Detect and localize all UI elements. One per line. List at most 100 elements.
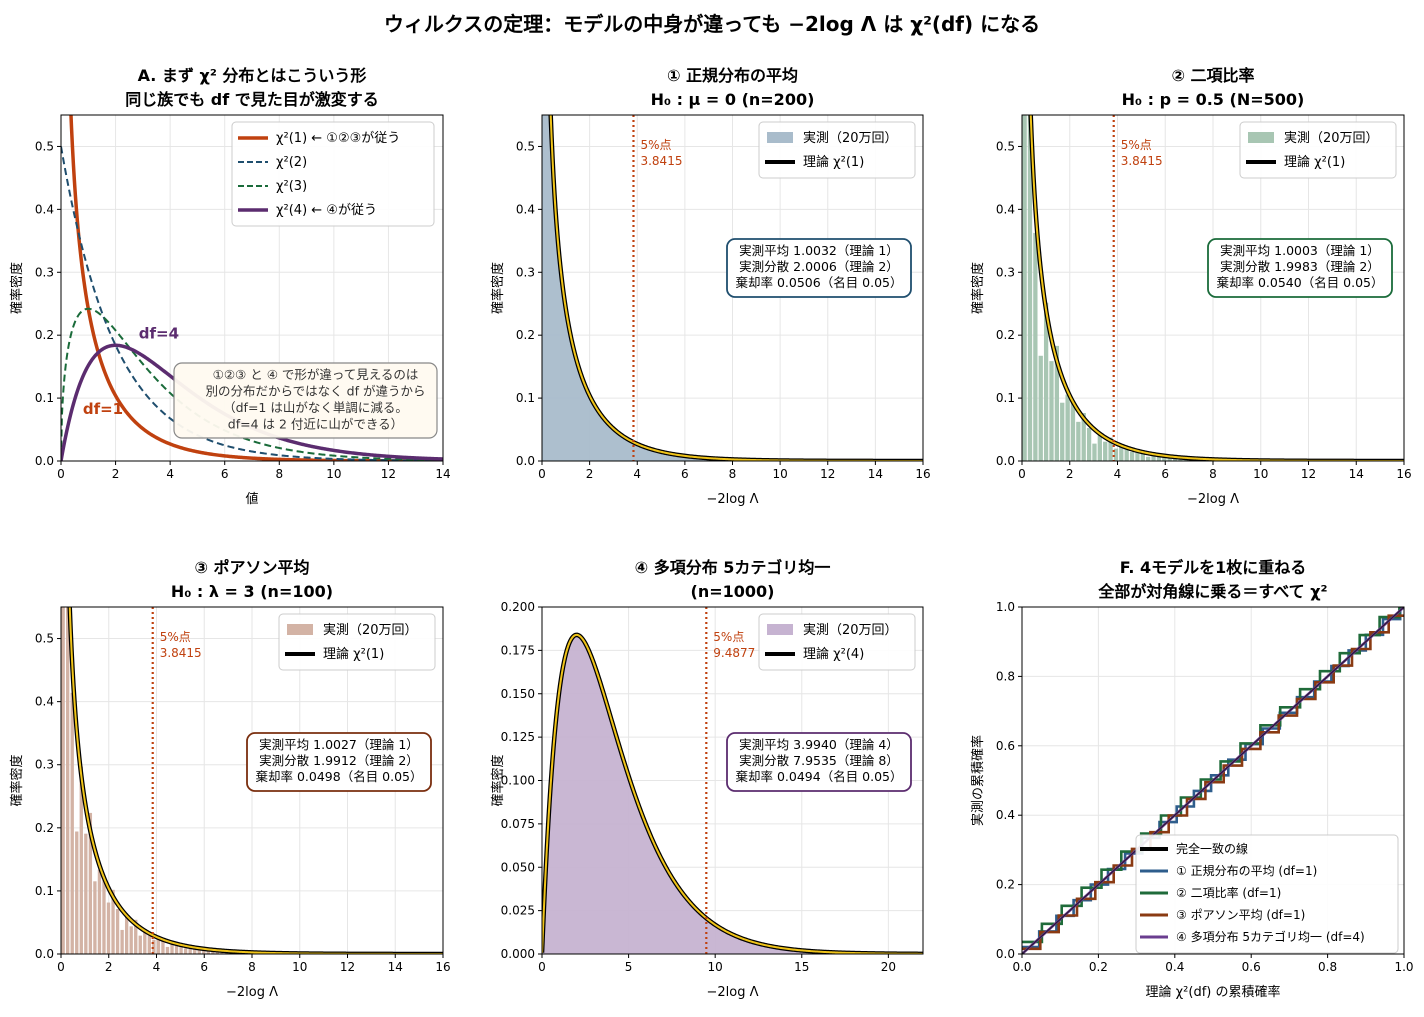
legend-label: ④ 多項分布 5カテゴリ均一 (df=4)	[1176, 929, 1365, 944]
plot-area	[1022, 607, 1404, 954]
x-tick-label: 14	[868, 467, 883, 481]
histogram-area	[542, 115, 923, 461]
x-tick-label: 8	[248, 960, 256, 974]
x-tick-label: 8	[275, 467, 283, 481]
series-line-chi2-df2	[61, 146, 443, 461]
histogram-bar	[1167, 457, 1172, 461]
histogram-bar	[206, 949, 210, 954]
y-tick-label: 0.3	[516, 265, 535, 279]
legend	[231, 121, 435, 227]
histogram-bar	[156, 935, 161, 954]
y-tick-label: 0.3	[35, 265, 54, 279]
y-tick-label: 0.5	[516, 139, 535, 153]
panel-title-line1: ② 二項比率	[1171, 66, 1254, 85]
legend-label: χ²(4) ← ④が従う	[276, 203, 377, 218]
axes-frame	[60, 114, 444, 462]
histogram-area	[542, 634, 923, 954]
figure-title: ウィルクスの定理：モデルの中身が違っても −2log Λ は χ²(df) にな…	[384, 12, 1040, 36]
x-tick-label: 2	[112, 467, 120, 481]
histogram-bar	[97, 869, 102, 954]
x-tick-label: 14	[435, 467, 450, 481]
y-axis-label: 確率密度	[490, 262, 506, 314]
axes-frame	[1021, 114, 1405, 462]
cutoff-label: 5%点	[160, 630, 191, 644]
legend-swatch	[1248, 132, 1274, 143]
x-tick-label: 12	[340, 960, 355, 974]
panel-title-line2: H₀ : λ = 3 (n=100)	[171, 582, 333, 601]
histogram-bar	[1124, 447, 1129, 461]
x-tick-label: 1.0	[1394, 960, 1413, 974]
x-tick-label: 0	[538, 467, 546, 481]
panel-3: 0 2 4 6 8 10 12 14 16 0.0 0.1 0.2 0.3 0.4 0.5 −2log Λ 確率…	[9, 558, 451, 1000]
histogram-bar	[1119, 446, 1124, 461]
x-tick-label: 12	[381, 467, 396, 481]
x-axis-label: 値	[245, 491, 258, 507]
histogram-bar	[1049, 361, 1054, 461]
histogram-bar	[147, 933, 152, 954]
legend-label: ② 二項比率 (df=1)	[1176, 885, 1281, 900]
y-tick-label: 0.5	[35, 139, 54, 153]
x-tick-label: 12	[820, 467, 835, 481]
histogram-bar	[1043, 302, 1049, 461]
y-tick-label: 0.2	[996, 328, 1015, 342]
legend-label: χ²(1) ← ①②③が従う	[276, 131, 400, 146]
histogram-bar	[1097, 432, 1102, 461]
stats-line: 実測平均 1.0032（理論 1）	[739, 243, 899, 258]
histogram-bar	[120, 929, 124, 954]
histogram-bar	[1108, 437, 1113, 461]
legend-label: χ²(2)	[276, 155, 307, 170]
panel-title-line1: ① 正規分布の平均	[667, 66, 798, 85]
histogram-bar	[1054, 345, 1060, 461]
x-tick-label: 4	[166, 467, 174, 481]
cdf-series-2	[1022, 607, 1404, 944]
histogram-bar	[106, 902, 111, 954]
stats-line: 棄却率 0.0498（名目 0.05）	[255, 769, 422, 784]
histogram-bar	[66, 607, 70, 954]
histogram-bar	[143, 931, 147, 954]
histogram-bar	[170, 942, 174, 954]
panel-title-line1: ③ ポアソン平均	[194, 558, 309, 577]
panel-title-line2: H₀ : p = 0.5 (N=500)	[1122, 90, 1305, 109]
x-tick-label: 10	[292, 960, 307, 974]
legend-label: 実測（20万回）	[323, 622, 418, 638]
histogram-bar	[188, 947, 192, 954]
x-tick-label: 6	[221, 467, 229, 481]
stats-line: 棄却率 0.0540（名目 0.05）	[1216, 275, 1383, 290]
y-tick-label: 0.1	[35, 391, 54, 405]
y-tick-label: 0.050	[501, 860, 535, 874]
stats-line: 実測分散 1.9983（理論 2）	[1220, 259, 1380, 274]
legend-swatch	[287, 624, 313, 635]
x-tick-label: 5	[625, 960, 633, 974]
histogram-bar	[183, 948, 188, 954]
x-tick-label: 0	[57, 467, 65, 481]
panel-title-line2: H₀ : μ = 0 (n=200)	[651, 90, 815, 109]
y-axis-label: 確率密度	[9, 754, 25, 806]
cutoff-label: 5%点	[640, 138, 671, 152]
y-axis-label: 実測の累積確率	[970, 735, 986, 826]
histogram-bar	[70, 692, 74, 954]
stats-line: 実測平均 1.0027（理論 1）	[259, 737, 419, 752]
x-tick-label: 0.2	[1089, 960, 1108, 974]
y-tick-label: 0.2	[35, 821, 54, 835]
x-tick-label: 4	[153, 960, 161, 974]
x-tick-label: 0	[1018, 467, 1026, 481]
y-tick-label: 0.5	[35, 632, 54, 646]
y-tick-label: 0.3	[996, 265, 1015, 279]
stats-box	[1207, 238, 1393, 298]
y-tick-label: 0.1	[35, 884, 54, 898]
legend	[758, 121, 916, 179]
legend-swatch	[767, 624, 793, 635]
y-tick-label: 0.0	[35, 454, 54, 468]
x-tick-label: 16	[915, 467, 930, 481]
y-tick-label: 0.000	[501, 947, 535, 961]
histogram-bar	[84, 833, 88, 954]
stats-line: 棄却率 0.0506（名目 0.05）	[735, 275, 902, 290]
legend-label: ① 正規分布の平均 (df=1)	[1176, 863, 1317, 878]
panel-2: 0 2 4 6 8 10 12 14 16 0.0 0.1 0.2 0.3 0.4 0.5 −2log Λ 確率…	[970, 66, 1412, 507]
stats-box	[726, 732, 912, 792]
x-tick-label: 0.0	[1012, 960, 1031, 974]
histogram-bar	[1086, 427, 1092, 461]
histogram-bar	[79, 766, 83, 954]
x-axis-label: −2log Λ	[706, 492, 758, 507]
x-tick-label: 10	[708, 960, 723, 974]
